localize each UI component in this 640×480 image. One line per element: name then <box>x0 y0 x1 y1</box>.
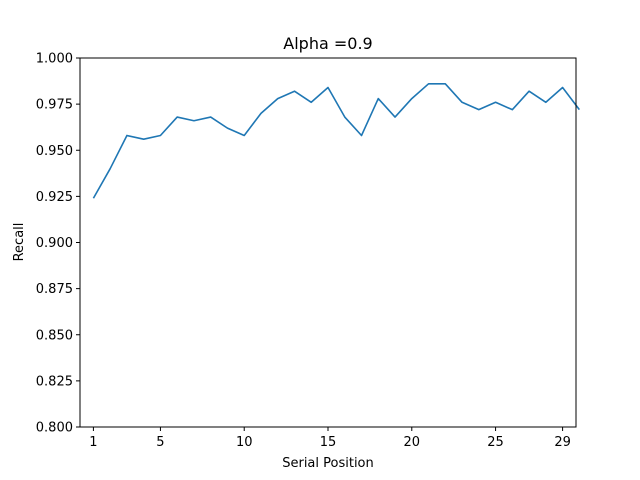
chart-title: Alpha =0.9 <box>283 34 372 53</box>
x-tick-label: 10 <box>236 435 253 450</box>
data-point <box>444 83 446 85</box>
data-point <box>293 90 295 92</box>
series-line-0 <box>92 83 580 199</box>
y-tick-label: 0.975 <box>36 98 73 113</box>
data-point <box>193 120 195 122</box>
data-point <box>344 116 346 118</box>
data-point <box>176 116 178 118</box>
y-tick-label: 0.950 <box>36 144 73 159</box>
data-point <box>394 116 396 118</box>
ticks-layer: 0.800 0.825 0.850 0.875 0.900 0.925 0.950 0.975… <box>36 52 571 451</box>
x-tick-label: 1 <box>89 435 97 450</box>
data-point <box>210 116 212 118</box>
data-point <box>478 108 480 110</box>
data-point <box>277 97 279 99</box>
data-point <box>260 112 262 114</box>
x-tick-label: 25 <box>487 435 504 450</box>
data-point <box>561 86 563 88</box>
data-point <box>461 101 463 103</box>
data-point <box>243 134 245 136</box>
y-tick-label: 0.925 <box>36 190 73 205</box>
data-point <box>494 101 496 103</box>
y-tick-label: 0.800 <box>36 421 73 436</box>
x-axis-label: Serial Position <box>282 456 374 471</box>
data-point <box>545 101 547 103</box>
x-tick-label: 15 <box>320 435 337 450</box>
data-point <box>360 134 362 136</box>
data-point <box>578 108 580 110</box>
x-tick-label: 20 <box>404 435 421 450</box>
x-tick-label: 5 <box>156 435 164 450</box>
data-point <box>411 97 413 99</box>
data-point <box>109 168 111 170</box>
plot-layer <box>92 83 580 199</box>
data-point <box>511 108 513 110</box>
y-tick-label: 0.850 <box>36 328 73 343</box>
y-tick-label: 0.875 <box>36 282 73 297</box>
axes-frame <box>79 57 577 428</box>
y-tick-label: 0.900 <box>36 236 73 251</box>
data-point <box>226 127 228 129</box>
data-point <box>427 83 429 85</box>
data-point <box>327 86 329 88</box>
x-tick-label: 29 <box>554 435 571 450</box>
y-axis-label: Recall <box>12 223 27 262</box>
data-point <box>142 138 144 140</box>
y-tick-label: 0.825 <box>36 374 73 389</box>
data-point <box>159 134 161 136</box>
data-point <box>377 97 379 99</box>
data-point <box>126 134 128 136</box>
data-point <box>92 197 94 199</box>
data-point <box>528 90 530 92</box>
data-point <box>310 101 312 103</box>
y-tick-label: 1.000 <box>36 52 73 67</box>
